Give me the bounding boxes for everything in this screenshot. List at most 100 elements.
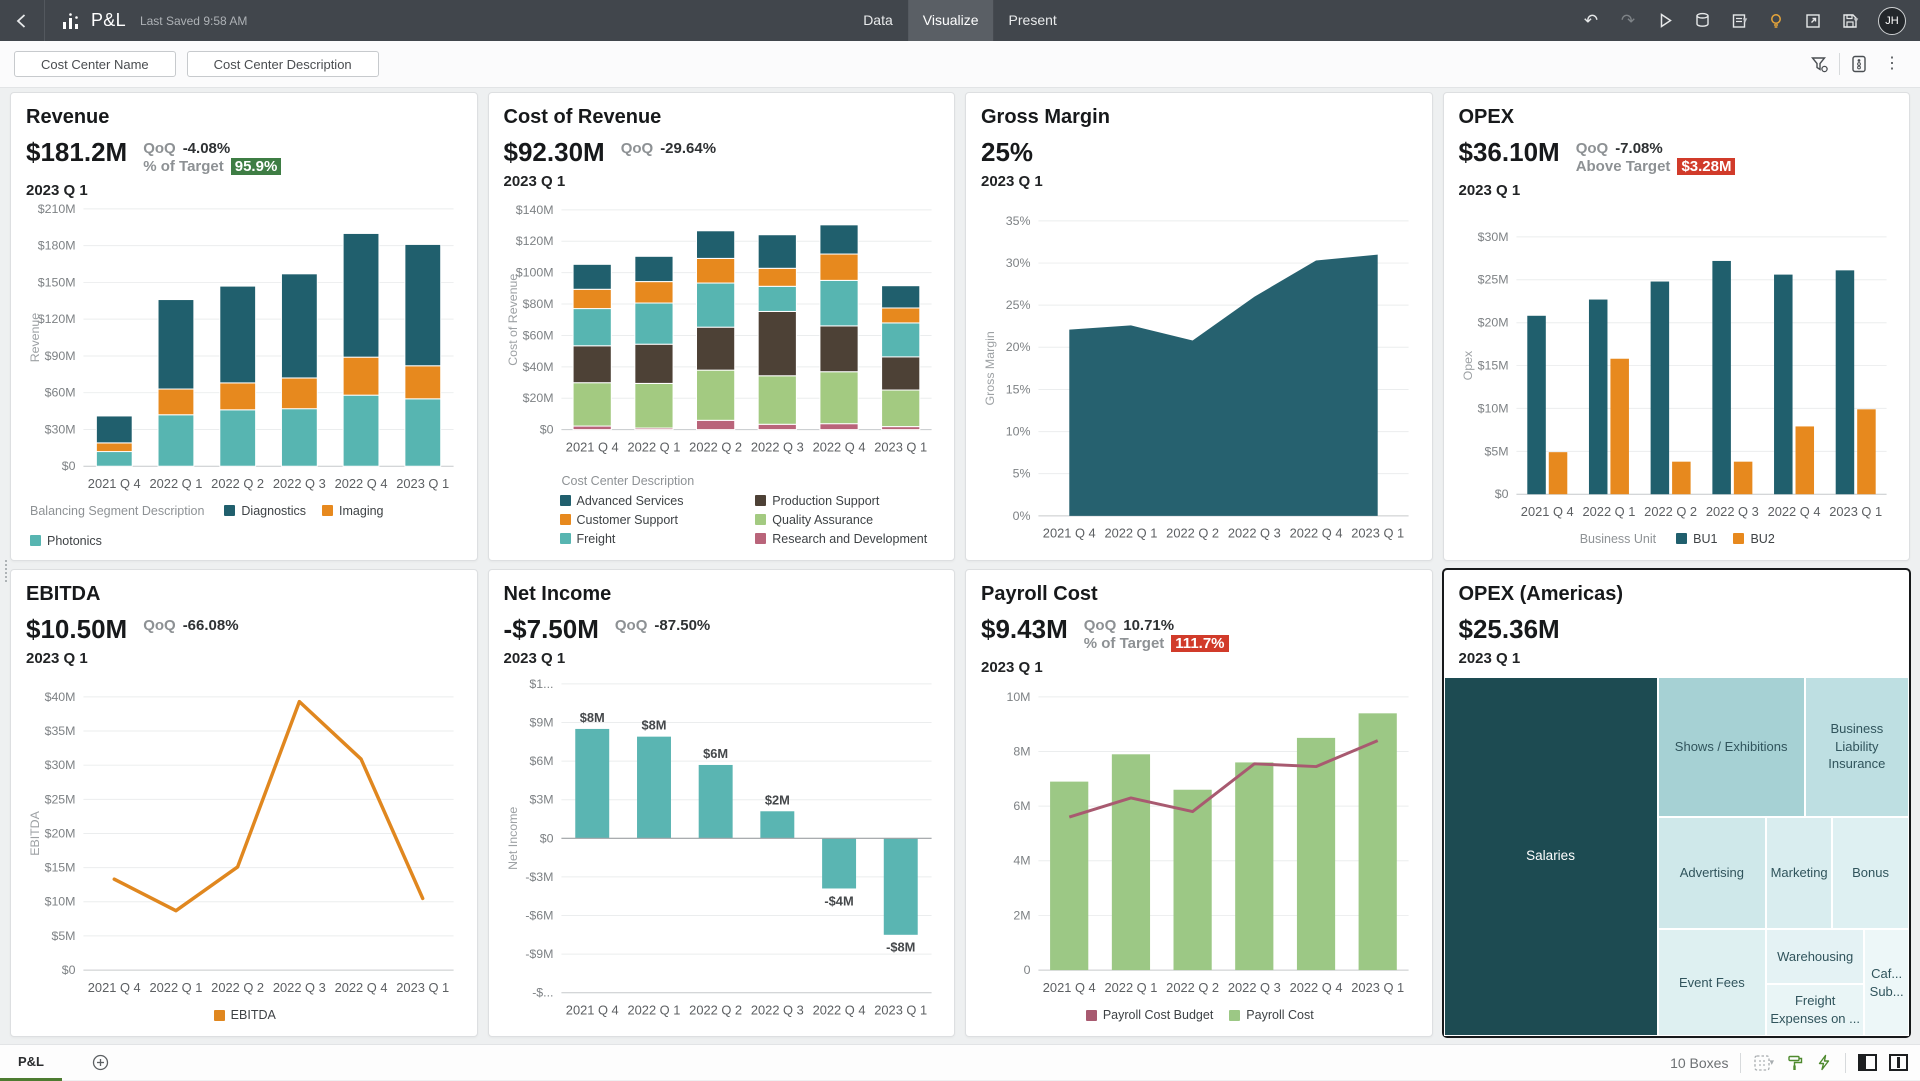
legend-item[interactable]: BU1: [1676, 532, 1717, 546]
svg-text:$25M: $25M: [45, 793, 76, 807]
svg-text:$1...: $1...: [529, 676, 553, 690]
treemap-tile[interactable]: Salaries: [1444, 677, 1658, 1036]
insights-bulb-icon[interactable]: [1761, 6, 1791, 36]
legend-item[interactable]: Payroll Cost: [1229, 1008, 1313, 1022]
card-ebitda[interactable]: EBITDA $10.50M QoQ-66.08% 2023 Q 1 $40M$…: [10, 569, 478, 1038]
save-icon[interactable]: ▾: [1835, 6, 1865, 36]
toggle-left-panel-icon[interactable]: [1858, 1054, 1877, 1071]
svg-text:2022 Q 1: 2022 Q 1: [627, 1002, 680, 1017]
svg-text:$100M: $100M: [515, 266, 553, 280]
svg-text:-$8M: -$8M: [886, 939, 915, 954]
svg-text:2022 Q 3: 2022 Q 3: [273, 476, 326, 491]
legend-item[interactable]: EBITDA: [214, 1008, 276, 1022]
treemap-tile[interactable]: Warehousing: [1766, 929, 1864, 984]
preview-play-icon[interactable]: [1650, 6, 1680, 36]
paint-roller-icon[interactable]: [1786, 1054, 1804, 1072]
legend-item[interactable]: Freight: [560, 532, 696, 546]
legend-item[interactable]: Payroll Cost Budget: [1086, 1008, 1213, 1022]
svg-text:$210M: $210M: [38, 202, 76, 216]
svg-text:$5M: $5M: [51, 929, 75, 943]
svg-text:$180M: $180M: [38, 239, 76, 253]
svg-text:2021 Q 4: 2021 Q 4: [1043, 980, 1096, 995]
toggle-right-panel-icon[interactable]: [1889, 1054, 1908, 1071]
refresh-data-icon[interactable]: [1687, 6, 1717, 36]
card-net-income[interactable]: Net Income -$7.50M QoQ-87.50% 2023 Q 1 $…: [488, 569, 956, 1038]
card-title: Payroll Cost: [981, 583, 1417, 606]
legend-item[interactable]: Research and Development: [755, 532, 939, 546]
svg-text:2022 Q 1: 2022 Q 1: [1582, 504, 1635, 519]
kpi-row: QoQ-87.50%: [615, 617, 710, 634]
tab-present[interactable]: Present: [994, 0, 1072, 41]
kpi-row: QoQ-4.08%: [143, 140, 281, 157]
svg-text:2022 Q 4: 2022 Q 4: [1290, 980, 1343, 995]
treemap-tile[interactable]: Shows / Exhibitions: [1658, 677, 1805, 817]
auto-insights-bolt-icon[interactable]: [1816, 1054, 1833, 1071]
undo-icon[interactable]: ↶: [1576, 6, 1606, 36]
filter-chip-cost-center-name[interactable]: Cost Center Name: [14, 51, 176, 77]
legend-item[interactable]: Photonics: [30, 534, 102, 548]
treemap-tile[interactable]: Marketing: [1766, 817, 1832, 930]
filter-toolbar: Cost Center Name Cost Center Description…: [0, 41, 1920, 88]
treemap-tile[interactable]: Advertising: [1658, 817, 1766, 930]
canvas-row-grip[interactable]: [2, 560, 9, 582]
treemap-tile[interactable]: Event Fees: [1658, 929, 1766, 1036]
legend-title: Business Unit: [1580, 532, 1656, 546]
treemap-tile[interactable]: Business Liability Insurance: [1805, 677, 1909, 817]
user-avatar[interactable]: JH: [1878, 7, 1906, 35]
svg-text:$15M: $15M: [45, 861, 76, 875]
card-title: Net Income: [504, 583, 940, 606]
svg-text:2022 Q 1: 2022 Q 1: [1104, 980, 1157, 995]
kpi-period: 2023 Q 1: [504, 173, 940, 190]
svg-text:$30M: $30M: [1477, 229, 1508, 243]
kpi-value: $10.50M: [26, 616, 127, 643]
legend-item[interactable]: Customer Support: [560, 513, 696, 527]
svg-text:$10M: $10M: [45, 895, 76, 909]
treemap-tile[interactable]: Caf... Sub...: [1864, 929, 1909, 1036]
tab-data[interactable]: Data: [848, 0, 908, 41]
more-options-kebab-icon[interactable]: ⋮: [1878, 55, 1906, 73]
legend-item[interactable]: Quality Assurance: [755, 513, 939, 527]
kpi-value: $36.10M: [1459, 139, 1560, 166]
card-opex[interactable]: OPEX $36.10M QoQ-7.08%Above Target$3.28M…: [1443, 92, 1911, 561]
legend-item[interactable]: Diagnostics: [224, 504, 306, 518]
card-gross-margin[interactable]: Gross Margin 25% 2023 Q 1 35%30%25%20%15…: [965, 92, 1433, 561]
svg-text:$0: $0: [539, 831, 553, 845]
card-opex-americas[interactable]: OPEX (Americas) $25.36M 2023 Q 1 Salarie…: [1443, 569, 1911, 1038]
back-button[interactable]: [0, 0, 44, 41]
legend-item[interactable]: Advanced Services: [560, 494, 696, 508]
svg-text:$60M: $60M: [522, 329, 553, 343]
net-income-bar-chart[interactable]: $1...$9M$6M$3M$0-$3M-$6M-$9M-$...Net Inc…: [504, 674, 940, 1022]
legend-item[interactable]: Imaging: [322, 504, 383, 518]
filter-settings-icon[interactable]: [1810, 55, 1829, 74]
add-canvas-icon[interactable]: [92, 1054, 109, 1071]
layout-grid-icon[interactable]: ▾: [1753, 1054, 1774, 1072]
treemap-tile[interactable]: Bonus: [1832, 817, 1909, 930]
redo-icon[interactable]: ↷: [1613, 6, 1643, 36]
treemap-tile[interactable]: Freight Expenses on ...: [1766, 984, 1864, 1036]
export-icon[interactable]: [1798, 6, 1828, 36]
card-title: EBITDA: [26, 583, 462, 606]
svg-text:2022 Q 2: 2022 Q 2: [1644, 504, 1697, 519]
tab-visualize[interactable]: Visualize: [908, 0, 994, 41]
legend-item[interactable]: Production Support: [755, 494, 939, 508]
chart-legend: EBITDA: [26, 1000, 462, 1022]
filter-chip-cost-center-description[interactable]: Cost Center Description: [187, 51, 379, 77]
visualization-settings-icon[interactable]: [1850, 55, 1868, 73]
toolbar-right-actions: ⋮: [1810, 53, 1906, 75]
canvas-tab-pnl[interactable]: P&L: [0, 1045, 62, 1081]
annotate-icon[interactable]: ▾: [1724, 6, 1754, 36]
card-cost-of-revenue[interactable]: Cost of Revenue $92.30M QoQ-29.64% 2023 …: [488, 92, 956, 561]
legend-item[interactable]: BU2: [1733, 532, 1774, 546]
card-title: OPEX (Americas): [1459, 583, 1895, 606]
kpi-rows: QoQ-87.50%: [615, 616, 710, 634]
